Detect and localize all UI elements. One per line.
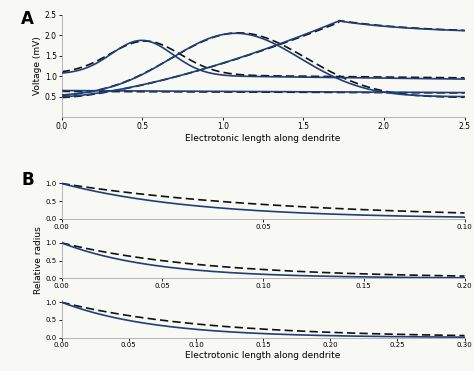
Y-axis label: Voltage (mV): Voltage (mV) xyxy=(33,37,42,95)
X-axis label: Electrotonic length along dendrite: Electrotonic length along dendrite xyxy=(185,351,341,360)
Y-axis label: Relative radius: Relative radius xyxy=(34,226,43,293)
Text: A: A xyxy=(21,10,34,28)
Text: B: B xyxy=(21,171,34,188)
X-axis label: Electrotonic length along dendrite: Electrotonic length along dendrite xyxy=(185,134,341,143)
